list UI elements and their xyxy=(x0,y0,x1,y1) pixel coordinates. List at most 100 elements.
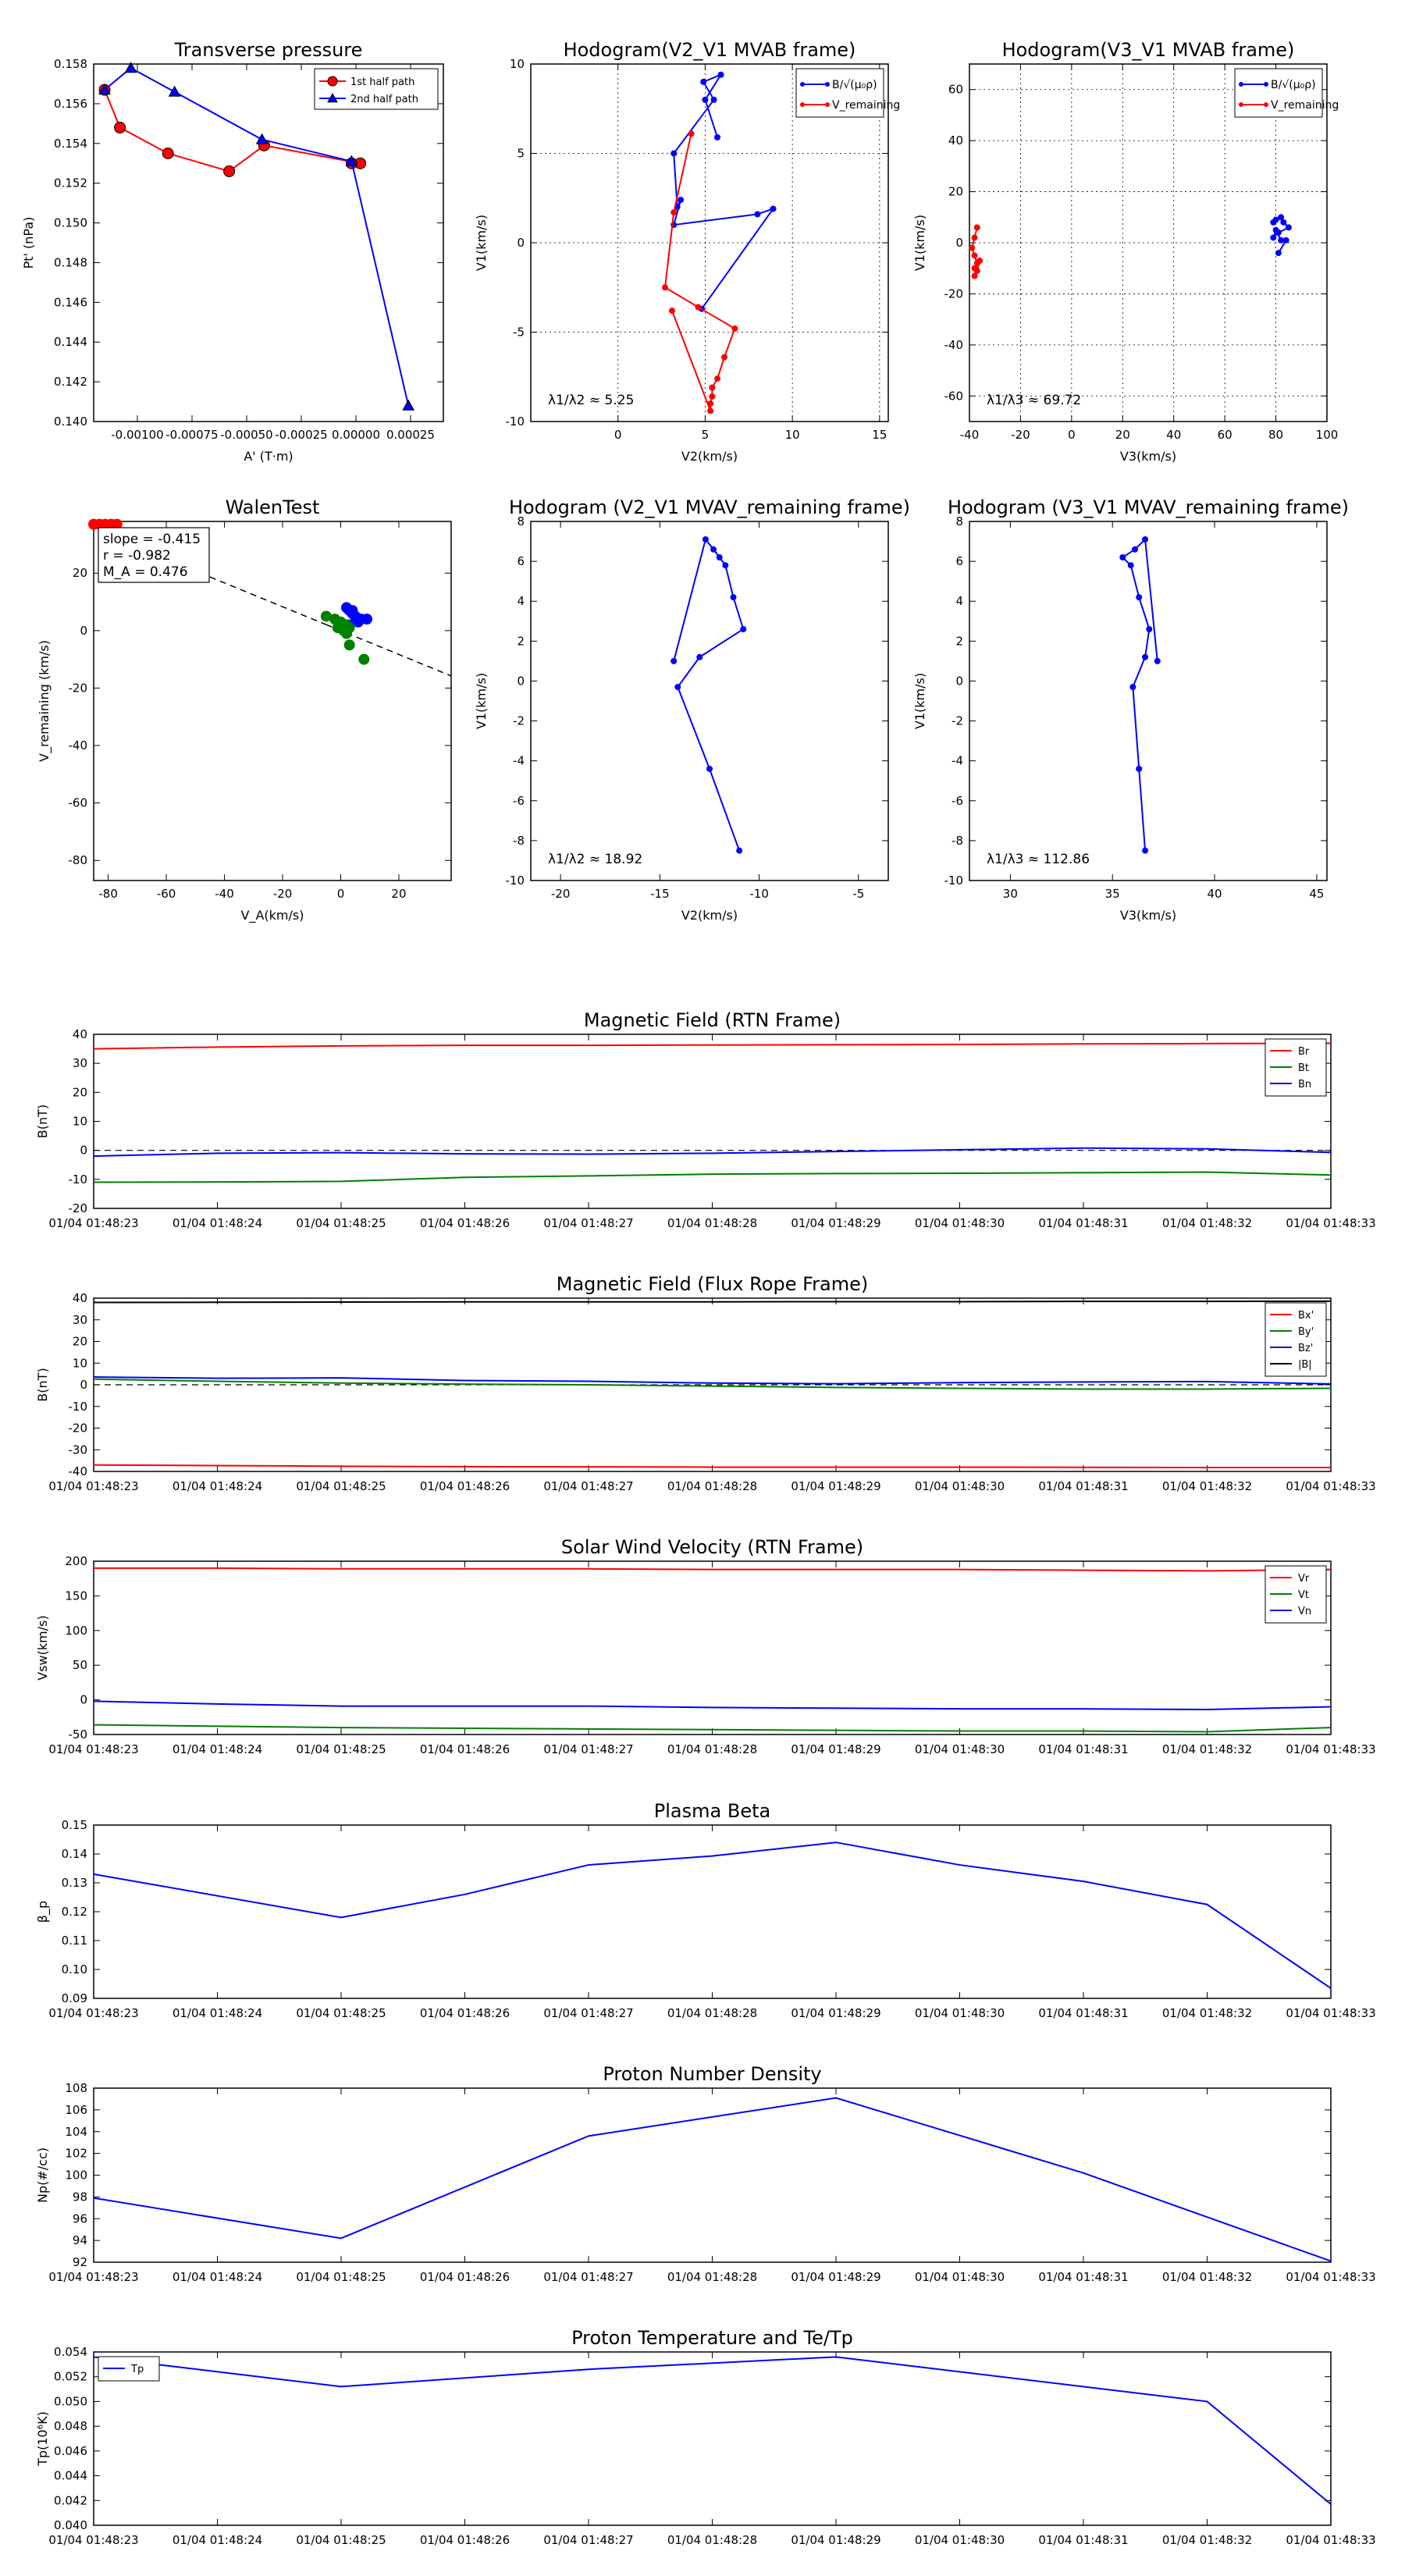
x-tick-label: 40 xyxy=(1166,428,1181,442)
stats-line: slope = -0.415 xyxy=(103,532,201,547)
time-tick-label: 01/04 01:48:26 xyxy=(420,2270,510,2284)
x-tick-label: 35 xyxy=(1105,887,1120,901)
data-point-V xyxy=(1142,536,1149,543)
time-tick-label: 01/04 01:48:30 xyxy=(915,2533,1005,2547)
x-tick-label: -20 xyxy=(273,887,293,901)
data-point-V_remaining xyxy=(731,325,738,332)
y-tick-label: 0.040 xyxy=(54,2518,87,2532)
y-tick-label: 0.050 xyxy=(54,2394,87,2408)
legend-label: Bn xyxy=(1298,1079,1311,1091)
time-tick-label: 01/04 01:48:30 xyxy=(915,2270,1005,2284)
y-tick-label: -2 xyxy=(951,714,963,728)
y-axis-label: B(nT) xyxy=(35,1368,50,1401)
data-point-V_remaining xyxy=(709,384,716,391)
data-point-2nd half path xyxy=(98,84,111,95)
x-tick-label: 30 xyxy=(1003,887,1018,901)
data-point-V_remaining xyxy=(714,375,721,382)
time-tick-label: 01/04 01:48:32 xyxy=(1162,2270,1252,2284)
y-tick-label: 0.148 xyxy=(54,255,87,269)
data-point-2nd half path xyxy=(124,62,137,73)
data-point-V_remaining xyxy=(707,400,714,407)
series-line-2nd half path xyxy=(104,66,410,406)
chart-title: Proton Temperature and Te/Tp xyxy=(571,2327,853,2349)
series-line-Bt xyxy=(93,1171,1332,1183)
chart-title: Hodogram(V3_V1 MVAB frame) xyxy=(1002,39,1295,61)
y-tick-label: 60 xyxy=(948,83,963,97)
y-tick-label: 8 xyxy=(955,514,963,528)
y-tick-label: 20 xyxy=(73,566,87,580)
x-axis-label: A' (T·m) xyxy=(244,449,293,464)
legend-label: V_remaining xyxy=(832,99,900,112)
legend-marker xyxy=(1264,82,1268,87)
series-line-Np xyxy=(93,2097,1332,2262)
time-tick-label: 01/04 01:48:32 xyxy=(1162,1479,1252,1493)
data-point-V_remaining xyxy=(662,284,669,291)
time-tick-label: 01/04 01:48:26 xyxy=(420,2533,510,2547)
y-tick-label: 0.152 xyxy=(54,176,87,190)
plot-frame xyxy=(530,521,889,881)
x-tick-label: -10 xyxy=(749,887,769,901)
y-tick-label: -20 xyxy=(69,1421,88,1436)
time-tick-label: 01/04 01:48:23 xyxy=(48,1742,138,1756)
y-tick-label: 0.09 xyxy=(62,1991,87,2005)
data-point-B xyxy=(710,96,717,103)
x-tick-label: -60 xyxy=(157,887,176,901)
x-axis-label: V3(km/s) xyxy=(1120,449,1176,464)
x-tick-label: 0 xyxy=(1068,428,1076,442)
legend-label: Bz' xyxy=(1298,1343,1313,1354)
y-tick-label: 0.048 xyxy=(54,2419,87,2433)
data-point-V_remaining xyxy=(720,354,727,361)
data-point-B xyxy=(714,133,721,141)
time-tick-label: 01/04 01:48:30 xyxy=(915,1479,1005,1493)
x-tick-label: -80 xyxy=(98,887,118,901)
time-tick-label: 01/04 01:48:33 xyxy=(1286,2533,1375,2547)
ratio-annotation: λ1/λ3 ≈ 69.72 xyxy=(987,393,1081,408)
legend-label: By' xyxy=(1298,1326,1314,1338)
data-point-V_remaining xyxy=(668,308,675,315)
y-tick-label: -10 xyxy=(506,873,525,888)
legend-label: Br xyxy=(1298,1046,1310,1058)
y-tick-label: 5 xyxy=(517,147,525,161)
y-tick-label: 108 xyxy=(65,2081,87,2095)
fit-line xyxy=(209,576,327,625)
data-point-V_remaining xyxy=(976,257,984,264)
y-tick-label: 10 xyxy=(73,1356,87,1370)
time-tick-label: 01/04 01:48:24 xyxy=(173,2533,262,2547)
legend-label: Tp xyxy=(130,2364,144,2375)
time-tick-label: 01/04 01:48:31 xyxy=(1038,2006,1128,2020)
data-point-2nd half path xyxy=(402,399,415,411)
y-tick-label: -60 xyxy=(944,389,964,403)
y-tick-label: 0 xyxy=(80,1144,87,1158)
y-tick-label: 0.10 xyxy=(62,1962,87,1976)
x-tick-label: -20 xyxy=(551,887,571,901)
y-axis-label: Vsw(km/s) xyxy=(35,1615,50,1680)
time-tick-label: 01/04 01:48:29 xyxy=(791,1216,880,1230)
y-tick-label: 8 xyxy=(517,514,525,528)
series-line-By' xyxy=(93,1378,1332,1390)
ratio-annotation: λ1/λ3 ≈ 112.86 xyxy=(987,852,1090,867)
series-line-Vr xyxy=(94,1567,1332,1572)
legend-label: 2nd half path xyxy=(350,94,418,105)
series-line-V xyxy=(673,537,745,852)
y-tick-label: -60 xyxy=(69,796,88,810)
data-point-red xyxy=(111,518,123,530)
data-point-2nd half path xyxy=(255,133,269,144)
x-tick-label: -40 xyxy=(960,428,980,442)
data-point-B xyxy=(1272,216,1279,223)
time-tick-label: 01/04 01:48:26 xyxy=(420,1216,510,1230)
y-tick-label: -5 xyxy=(513,326,525,340)
legend-marker xyxy=(1239,102,1243,107)
data-point-B xyxy=(1285,224,1292,231)
series-line-Vt xyxy=(93,1724,1332,1733)
series-line-Bx' xyxy=(93,1464,1331,1469)
x-tick-label: -0.00050 xyxy=(220,428,272,442)
chart-hodogram-v3v1-mvav: -10 -8 -6 -4 -2 0 2 4 6 8 30 35 40 45 Hodogram (V3_V1 … xyxy=(912,496,1349,923)
legend-label: Bx' xyxy=(1298,1310,1314,1322)
time-tick-label: 01/04 01:48:27 xyxy=(543,2270,633,2284)
data-point-V xyxy=(670,657,678,664)
y-tick-label: 0.046 xyxy=(54,2444,87,2458)
time-tick-label: 01/04 01:48:23 xyxy=(48,2270,138,2284)
time-tick-label: 01/04 01:48:30 xyxy=(915,2006,1005,2020)
y-tick-label: 98 xyxy=(73,2190,87,2204)
y-tick-label: 106 xyxy=(65,2103,87,2117)
